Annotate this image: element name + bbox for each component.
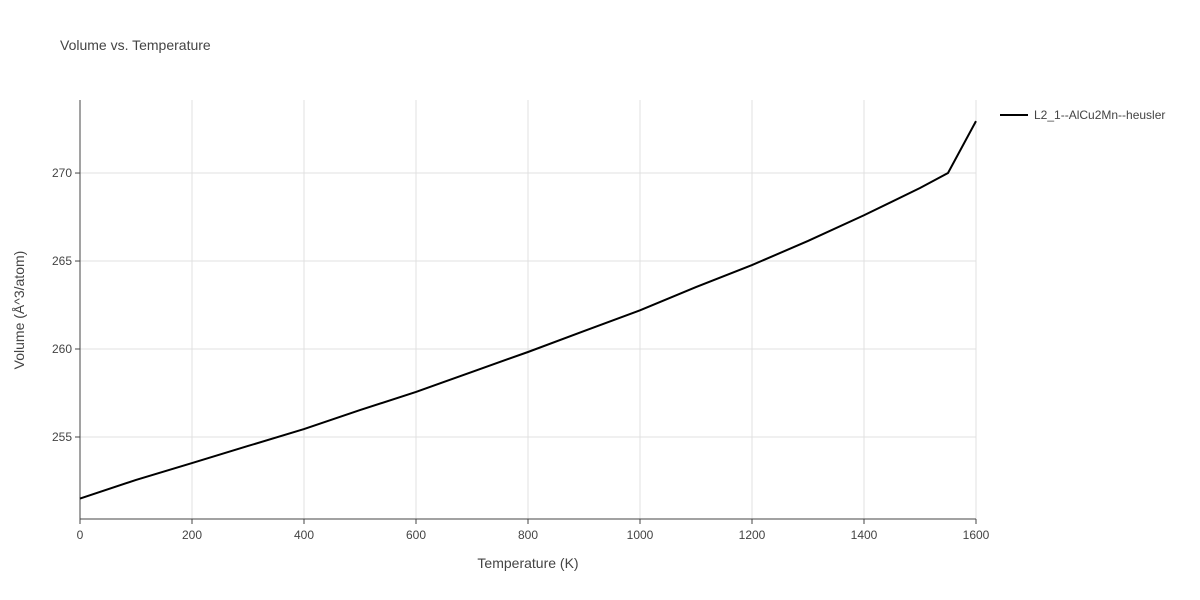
x-tick-label: 1000 [627,528,654,542]
x-tick-label: 1200 [739,528,766,542]
legend-label: L2_1--AlCu2Mn--heusler [1034,108,1165,122]
x-tick-label: 1400 [851,528,878,542]
x-tick-label: 1600 [963,528,990,542]
x-tick-label: 200 [182,528,202,542]
y-tick-label: 260 [52,342,72,356]
x-tick-label: 800 [518,528,538,542]
y-tick-label: 255 [52,430,72,444]
x-tick-label: 400 [294,528,314,542]
chart-title: Volume vs. Temperature [60,37,211,53]
x-axis-label: Temperature (K) [477,555,578,571]
x-tick-label: 0 [77,528,84,542]
y-axis-label: Volume (Å^3/atom) [11,251,27,370]
x-tick-label: 600 [406,528,426,542]
y-tick-label: 270 [52,166,72,180]
y-tick-label: 265 [52,254,72,268]
line-series [79,120,977,500]
